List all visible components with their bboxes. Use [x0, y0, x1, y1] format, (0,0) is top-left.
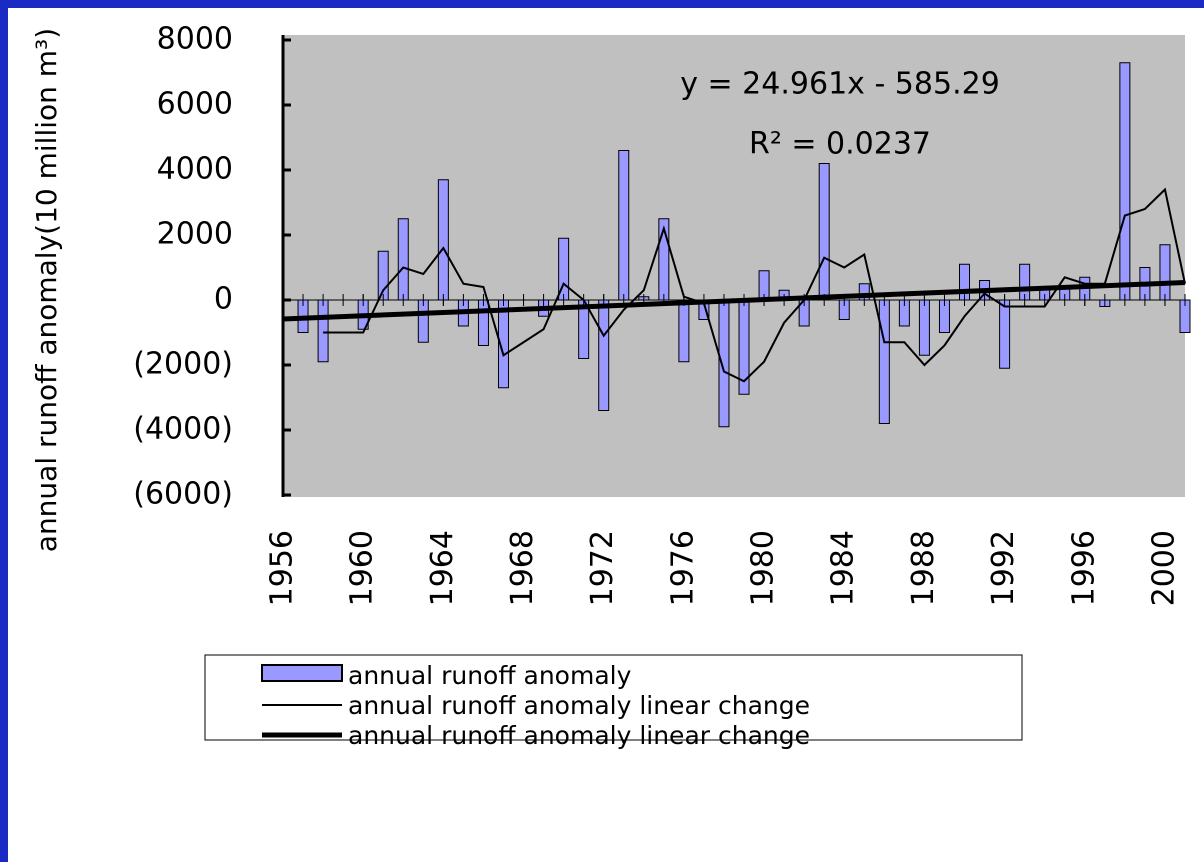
equation: y = 24.961x - 585.29: [680, 67, 1000, 102]
x-tick-label: 1984: [826, 530, 861, 606]
y-tick-label: 8000: [157, 22, 233, 57]
x-tick-label: 1980: [746, 530, 781, 606]
bar: [618, 150, 630, 301]
legend-swatch: [261, 664, 343, 682]
y-tick-label: 0: [214, 282, 233, 317]
x-tick-label: 1976: [665, 530, 700, 606]
bar: [317, 299, 329, 363]
y-tick-label: (6000): [133, 477, 233, 512]
plot-area: [283, 35, 1185, 497]
x-tick-label: 1960: [345, 530, 380, 606]
bar: [1159, 244, 1171, 301]
bar: [878, 299, 890, 424]
legend-label: annual runoff anomaly linear change: [348, 721, 810, 750]
r-squared: R² = 0.0237: [749, 127, 931, 162]
line: [282, 280, 1186, 322]
x-tick-label: 1956: [265, 530, 300, 606]
bar: [918, 299, 930, 356]
y-tick-label: (2000): [133, 347, 233, 382]
x-tick-label: 1972: [585, 530, 620, 606]
y-tick-label: 6000: [157, 87, 233, 122]
bar: [477, 299, 489, 346]
bar: [678, 299, 690, 363]
bar: [437, 179, 449, 301]
y-axis-label: annual runoff anomaly(10 million m³): [30, 28, 63, 552]
x-tick-label: 1996: [1066, 530, 1101, 606]
plot: (6000) (4000) (2000) 0 2000 4000 6000 8000 1956 1…: [133, 22, 1191, 606]
bar: [598, 299, 610, 411]
bar: [377, 250, 389, 301]
bar: [1119, 62, 1131, 301]
x-tick-label: 1968: [505, 530, 540, 606]
bar: [718, 299, 730, 428]
legend-label: annual runoff anomaly linear change: [348, 691, 810, 720]
y-tick-label: 2000: [157, 217, 233, 252]
bar: [818, 163, 830, 301]
y-tick-label: 4000: [157, 152, 233, 187]
x-tick-label: 1992: [986, 530, 1021, 606]
x-tick-label: 2000: [1146, 530, 1181, 606]
legend-label: annual runoff anomaly: [348, 661, 632, 690]
bar: [999, 299, 1011, 369]
x-tick-label: 1964: [425, 530, 460, 606]
line: [323, 187, 1186, 383]
x-tick-label: 1988: [906, 530, 941, 606]
bar: [417, 299, 429, 343]
y-tick-label: (4000): [133, 412, 233, 447]
bar: [397, 218, 409, 301]
